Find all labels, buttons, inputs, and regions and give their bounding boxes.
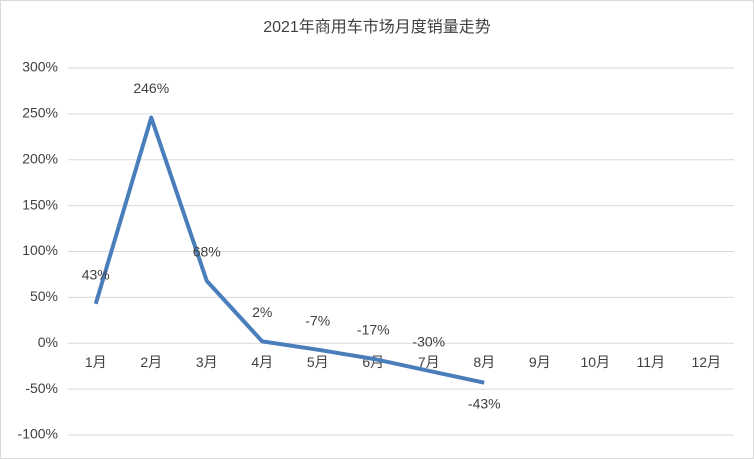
x-tick-label: 1月 <box>85 354 107 370</box>
data-label: 246% <box>133 80 169 96</box>
data-label: 43% <box>82 267 110 283</box>
y-tick-label: 250% <box>22 105 58 121</box>
x-tick-label: 7月 <box>418 354 440 370</box>
x-tick-label: 12月 <box>691 354 721 370</box>
data-label: -43% <box>468 395 501 411</box>
data-label: 2% <box>252 304 272 320</box>
data-label: -17% <box>357 322 390 338</box>
x-tick-label: 3月 <box>196 354 218 370</box>
x-tick-label: 8月 <box>473 354 495 370</box>
data-label: -7% <box>305 312 330 328</box>
y-tick-label: 0% <box>38 334 58 350</box>
x-tick-label: 5月 <box>307 354 329 370</box>
y-tick-label: 50% <box>30 288 58 304</box>
x-tick-label: 4月 <box>251 354 273 370</box>
x-tick-label: 9月 <box>529 354 551 370</box>
chart-title: 2021年商用车市场月度销量走势 <box>263 18 491 36</box>
y-tick-label: -100% <box>18 426 58 442</box>
y-tick-label: -50% <box>25 380 58 396</box>
data-line <box>93 115 485 385</box>
x-tick-label: 10月 <box>580 354 610 370</box>
y-tick-label: 200% <box>22 150 58 166</box>
y-tick-label: 300% <box>22 59 58 75</box>
x-tick-label: 2月 <box>140 354 162 370</box>
y-tick-label: 150% <box>22 196 58 212</box>
y-tick-label: 100% <box>22 242 58 258</box>
x-tick-label: 11月 <box>636 354 665 370</box>
data-label: -30% <box>412 333 445 349</box>
data-label: 68% <box>193 244 221 260</box>
